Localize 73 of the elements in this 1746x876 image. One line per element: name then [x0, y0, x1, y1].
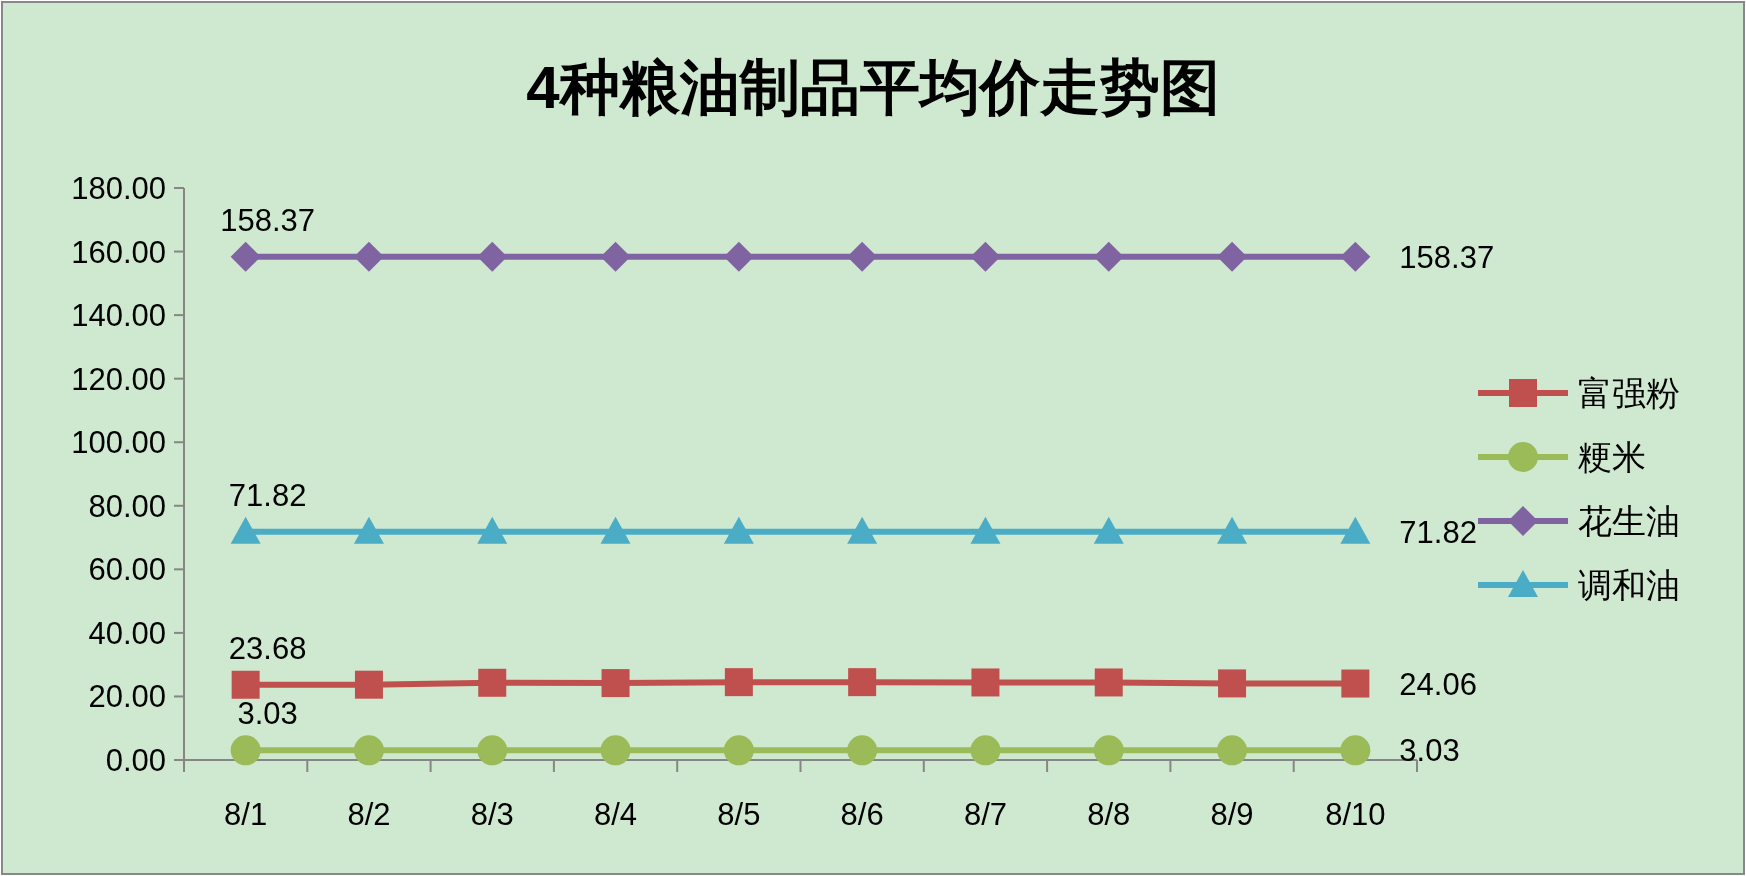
point [847, 241, 878, 272]
point [230, 735, 261, 766]
y-tick-label: 160.00 [71, 234, 166, 270]
point [1094, 668, 1123, 697]
point [600, 516, 631, 544]
legend-label: 富强粉 [1578, 374, 1680, 412]
point [230, 241, 261, 272]
point [971, 668, 1000, 697]
data-label: 71.82 [228, 477, 307, 513]
point [230, 516, 261, 544]
point [970, 241, 1001, 272]
point [1093, 735, 1124, 766]
point [1093, 241, 1124, 272]
point [723, 241, 754, 272]
x-tick-label: 8/8 [1087, 797, 1131, 832]
legend-label: 调和油 [1578, 566, 1680, 604]
legend-label: 粳米 [1578, 438, 1646, 476]
data-label: 71.82 [1399, 514, 1477, 550]
y-tick-label: 60.00 [88, 552, 166, 588]
point [477, 516, 508, 544]
point [723, 516, 754, 544]
point [1217, 241, 1248, 272]
point [231, 670, 260, 699]
chart-title: 4种粮油制品平均价走势图 [526, 54, 1220, 121]
x-tick-label: 8/10 [1325, 797, 1386, 832]
y-tick-label: 180.00 [71, 171, 166, 206]
y-tick-label: 100.00 [71, 425, 166, 461]
data-label: 24.06 [1399, 666, 1477, 702]
point [353, 241, 384, 272]
point [1093, 516, 1124, 544]
data-label: 3.03 [237, 696, 298, 732]
point [1217, 516, 1248, 544]
point [847, 516, 878, 544]
x-tick-label: 8/9 [1210, 797, 1254, 832]
point [600, 735, 631, 766]
point [601, 669, 630, 698]
point [970, 735, 1001, 766]
point [847, 735, 878, 766]
point [848, 668, 877, 697]
data-label: 3.03 [1399, 733, 1460, 769]
y-tick-label: 20.00 [88, 679, 166, 715]
y-tick-label: 80.00 [88, 488, 166, 524]
data-label: 158.37 [1399, 239, 1495, 275]
x-tick-label: 8/6 [840, 797, 884, 832]
y-tick-label: 0.00 [105, 743, 166, 778]
point [477, 735, 508, 766]
point [353, 516, 384, 544]
data-label: 23.68 [228, 630, 307, 666]
point [353, 735, 384, 766]
point [354, 670, 383, 699]
x-tick-label: 8/3 [470, 797, 514, 832]
x-tick-label: 8/7 [963, 797, 1007, 832]
point [600, 241, 631, 272]
point [1340, 241, 1371, 272]
point [1341, 669, 1370, 698]
point [1217, 735, 1248, 766]
x-tick-label: 8/2 [347, 797, 391, 832]
point [1340, 516, 1371, 544]
y-tick-label: 140.00 [71, 298, 166, 334]
y-tick-label: 40.00 [88, 615, 166, 651]
point [1218, 669, 1247, 698]
x-tick-label: 8/5 [717, 797, 761, 832]
point [724, 668, 753, 697]
y-tick-label: 120.00 [71, 361, 166, 397]
point [723, 735, 754, 766]
x-tick-label: 8/4 [594, 797, 638, 832]
x-tick-label: 8/1 [224, 797, 268, 832]
legend-label: 花生油 [1578, 502, 1680, 540]
point [1340, 735, 1371, 766]
data-label: 158.37 [220, 202, 316, 238]
point [477, 241, 508, 272]
point [478, 668, 507, 697]
point [970, 516, 1001, 544]
